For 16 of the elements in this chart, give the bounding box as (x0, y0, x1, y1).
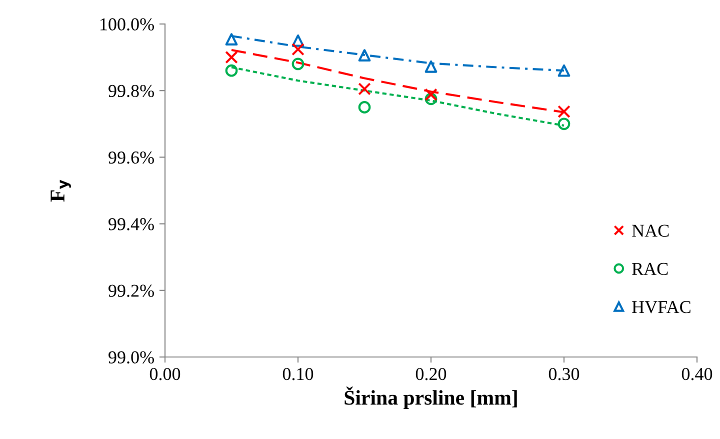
x-tick-label: 0.40 (682, 368, 712, 380)
y-tick-label: 99.2% (108, 284, 154, 297)
x-tick-label: 0.00 (150, 368, 180, 380)
legend-label: RAC (632, 262, 668, 275)
y-tick-label: 99.6% (108, 151, 154, 164)
x-tick-label: 0.20 (416, 368, 446, 380)
y-tick-label: 99.8% (108, 84, 154, 98)
x-tick-label: 0.30 (548, 368, 580, 380)
y-tick-label: 100.0% (100, 18, 154, 31)
y-tick-label: 99.0% (108, 351, 154, 364)
y-tick-label: 99.4% (108, 218, 154, 230)
x-tick-label: 0.10 (282, 368, 314, 380)
legend-label: HVFAC (632, 301, 690, 314)
x-axis-title: Širina prsline [mm] (344, 386, 517, 410)
legend-label: NAC (632, 224, 669, 237)
y-axis-title: F$_{y}$ (50, 180, 71, 202)
